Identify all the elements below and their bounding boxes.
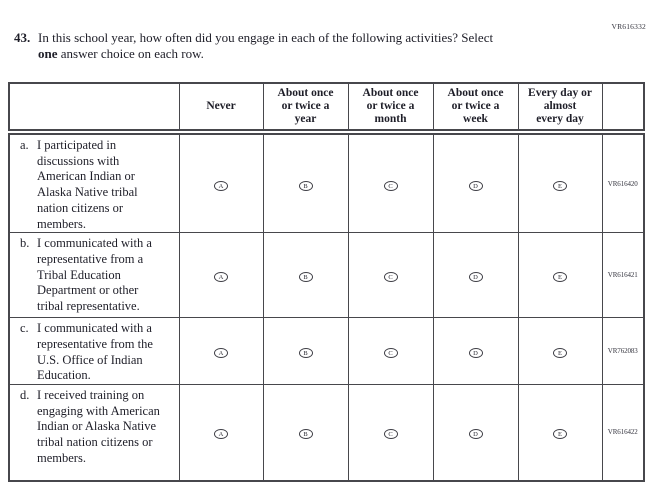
row-d-cell-month: C <box>347 384 434 482</box>
row-b-cell-everyday: E <box>517 232 603 319</box>
row-d-cell-everyday: E <box>517 384 603 482</box>
column-header-once-twice-year: About once or twice a year <box>262 82 349 135</box>
row-d-letter: d. <box>20 388 30 403</box>
question-line2-rest: answer choice on each row. <box>57 45 204 61</box>
answer-bubble-a-A[interactable]: A <box>214 180 228 191</box>
answer-bubble-c-E[interactable]: E <box>553 348 567 359</box>
column-header-once-twice-month: About once or twice a month <box>347 82 434 135</box>
header-row: Never About once or twice a year About o… <box>8 82 645 135</box>
answer-bubble-a-C[interactable]: C <box>383 180 398 191</box>
page-form-code: VR616332 <box>611 22 646 31</box>
question-line1: In this school year, how often did you e… <box>38 30 494 45</box>
row-a-text: I participated in discussions with Ameri… <box>37 138 138 231</box>
row-b-cell-never: A <box>178 232 264 319</box>
answer-bubble-c-D[interactable]: D <box>468 348 483 359</box>
row-d-text: I received training on engaging with Ame… <box>37 388 160 465</box>
row-a-cell-week: D <box>432 131 519 234</box>
answer-bubble-b-A[interactable]: A <box>214 272 228 283</box>
answer-bubble-b-B[interactable]: B <box>298 272 313 283</box>
row-a-cell-year: B <box>262 131 349 234</box>
answer-bubble-d-B[interactable]: B <box>298 429 313 440</box>
row-a-cell-everyday: E <box>517 131 603 234</box>
row-c-cell-month: C <box>347 317 434 386</box>
row-d-vr-code: VR616422 <box>601 384 645 482</box>
row-a-vr-code: VR616420 <box>601 131 645 234</box>
answer-bubble-d-D[interactable]: D <box>468 429 483 440</box>
answer-bubble-d-E[interactable]: E <box>553 429 567 440</box>
row-a-stem: a. I participated in discussions with Am… <box>8 131 180 234</box>
column-header-every-day: Every day or almost every day <box>517 82 603 135</box>
row-c-stem: c. I communicated with a representative … <box>8 317 180 386</box>
answer-bubble-a-B[interactable]: B <box>298 180 313 191</box>
answer-bubble-a-D[interactable]: D <box>468 180 483 191</box>
row-d-cell-never: A <box>178 384 264 482</box>
column-header-once-twice-week: About once or twice a week <box>432 82 519 135</box>
question-number: 43. <box>14 30 31 45</box>
header-stem-blank <box>8 82 180 135</box>
row-b-cell-week: D <box>432 232 519 319</box>
row-b-cell-month: C <box>347 232 434 319</box>
row-a-cell-never: A <box>178 131 264 234</box>
row-b-letter: b. <box>20 236 30 251</box>
table-row-a: a. I participated in discussions with Am… <box>8 131 645 234</box>
row-c-cell-year: B <box>262 317 349 386</box>
table-row-b: b. I communicated with a representative … <box>8 232 645 319</box>
row-c-letter: c. <box>20 321 29 336</box>
column-header-never: Never <box>178 82 264 135</box>
question-bold-word: one <box>38 45 58 61</box>
row-d-cell-year: B <box>262 384 349 482</box>
row-c-vr-code: VR762083 <box>601 317 645 386</box>
row-c-text: I communicated with a representative fro… <box>37 321 153 383</box>
row-b-text: I communicated with a representative fro… <box>37 236 152 314</box>
answer-bubble-b-E[interactable]: E <box>553 272 567 283</box>
row-d-stem: d. I received training on engaging with … <box>8 384 180 482</box>
row-b-cell-year: B <box>262 232 349 319</box>
row-b-vr-code: VR616421 <box>601 232 645 319</box>
frequency-matrix-table: Never About once or twice a year About o… <box>8 82 645 482</box>
table-row-d: d. I received training on engaging with … <box>8 384 645 482</box>
row-d-cell-week: D <box>432 384 519 482</box>
row-c-cell-never: A <box>178 317 264 386</box>
answer-bubble-c-B[interactable]: B <box>298 348 313 359</box>
answer-bubble-b-D[interactable]: D <box>468 272 483 283</box>
answer-bubble-d-A[interactable]: A <box>214 429 228 440</box>
answer-bubble-a-E[interactable]: E <box>553 180 567 191</box>
row-b-stem: b. I communicated with a representative … <box>8 232 180 319</box>
row-c-cell-week: D <box>432 317 519 386</box>
question-block: 43. In this school year, how often did y… <box>14 30 590 61</box>
answer-bubble-b-C[interactable]: C <box>383 272 398 283</box>
row-a-cell-month: C <box>347 131 434 234</box>
answer-bubble-c-C[interactable]: C <box>383 348 398 359</box>
answer-bubble-d-C[interactable]: C <box>383 429 398 440</box>
question-line2: one answer choice on each row. <box>38 46 590 62</box>
table-row-c: c. I communicated with a representative … <box>8 317 645 386</box>
answer-bubble-c-A[interactable]: A <box>214 348 228 359</box>
row-c-cell-everyday: E <box>517 317 603 386</box>
question-text: In this school year, how often did you e… <box>38 30 590 61</box>
header-code-blank <box>601 82 645 135</box>
row-a-letter: a. <box>20 138 29 152</box>
